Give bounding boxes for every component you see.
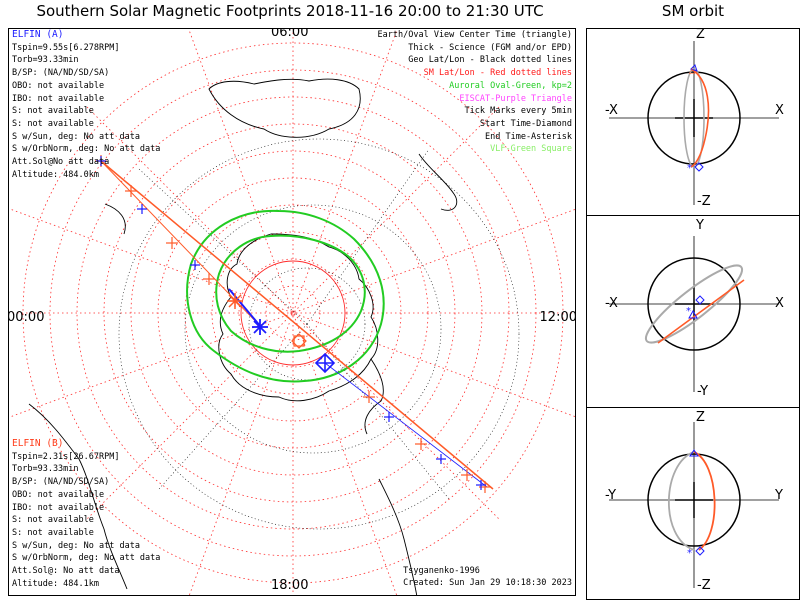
- info-line: B/SP: (NA/ND/SD/SA): [12, 477, 110, 488]
- info-line: S w/OrbNorm, deg: No att data: [12, 144, 161, 155]
- info-line: Altitude: 484.1km: [12, 578, 99, 589]
- axis-bottom-label: -Y: [697, 384, 709, 399]
- info-line: B/SP: (NA/ND/SD/SA): [12, 68, 110, 79]
- local-time-right: 12:00: [539, 310, 576, 325]
- elfin-a-header: ELFIN (A): [12, 29, 64, 40]
- orbit-panel-xz: * △ Z -Z -X X: [586, 27, 800, 216]
- track-tick-b: [203, 273, 215, 285]
- legend-line: SM Lat/Lon - Red dotted lines: [423, 68, 572, 79]
- axis-bottom-label: -Z: [697, 578, 711, 593]
- legend-line: Earth/Oval View Center Time (triangle): [377, 30, 572, 40]
- orbit-plot-yz: *: [609, 422, 779, 588]
- legend-line: Tick Marks every 5min: [464, 106, 572, 117]
- elfin-a-info: ELFIN (A) Tspin=9.55s[6.278RPM] Torb=93.…: [12, 29, 160, 181]
- sm-longitude-lines: [9, 29, 575, 595]
- info-line: Torb=93.33min: [12, 464, 79, 475]
- axis-right-label: Y: [775, 488, 783, 503]
- axis-top-label: Z: [696, 27, 705, 42]
- svg-text:*: *: [687, 163, 692, 174]
- orbit-title: SM orbit: [661, 2, 725, 20]
- track-tick-b: [461, 469, 473, 481]
- info-line: S: not available: [12, 106, 94, 117]
- info-line: Torb=93.33min: [12, 55, 79, 66]
- axis-top-label: Z: [696, 410, 705, 425]
- local-time-left: 00:00: [8, 310, 45, 325]
- info-line: S w/Sun, deg: No att data: [12, 540, 140, 551]
- elfin-b-header: ELFIN (B): [12, 438, 64, 449]
- elfin-b-info: ELFIN (B) Tspin=2.31s[26.67RPM] Torb=93.…: [12, 438, 160, 590]
- info-line: S: not available: [12, 527, 94, 538]
- axis-right-label: X: [775, 103, 784, 118]
- axis-top-label: Y: [696, 218, 704, 233]
- axis-left-label: -X: [605, 103, 618, 118]
- orbit-plot-xz: * △: [609, 41, 779, 205]
- view-center-diamond-a: [314, 352, 336, 374]
- polar-map-plot: [9, 29, 575, 595]
- info-line: OBO: not available: [12, 489, 105, 500]
- legend-line: EISCAT-Purple Triangle: [459, 93, 572, 104]
- geo-grid: [118, 138, 520, 530]
- auroral-oval: [186, 209, 385, 383]
- svg-text:*: *: [686, 306, 691, 317]
- track-tick-a: [476, 480, 486, 490]
- info-line: IBO: not available: [12, 93, 105, 104]
- info-line: Att.Sol@No att data: [12, 157, 110, 168]
- track-tick-b: [166, 237, 178, 249]
- created-label: Created: Sun Jan 29 10:18:30 2023: [403, 578, 572, 588]
- track-tick-a: [96, 156, 106, 166]
- sm-pole-circle: [240, 260, 346, 366]
- info-line: S w/OrbNorm, deg: No att data: [12, 553, 161, 564]
- axis-right-label: X: [775, 296, 784, 311]
- local-time-top: 06:00: [271, 28, 309, 40]
- legend-line: End Time-Asterisk: [485, 131, 572, 142]
- track-tick-a: [436, 454, 446, 464]
- info-line: S w/Sun, deg: No att data: [12, 131, 140, 142]
- axis-left-label: -X: [605, 296, 618, 311]
- track-tick-b: [415, 438, 427, 450]
- info-line: Tspin=2.31s[26.67RPM]: [12, 451, 120, 462]
- legend-line: Thick - Science (FGM and/or EPD): [408, 42, 572, 53]
- track-tick-b: [363, 391, 375, 403]
- track-tick-b: [125, 185, 137, 197]
- info-line: Altitude: 484.0km: [12, 169, 99, 180]
- axis-bottom-label: -Z: [697, 194, 711, 209]
- info-line: OBO: not available: [12, 80, 105, 91]
- track-tick-a: [384, 412, 394, 422]
- info-line: S: not available: [12, 515, 94, 526]
- orbit-panel-yz: * Z -Z -Y Y: [586, 407, 800, 600]
- local-time-bottom: 18:00: [271, 578, 309, 593]
- info-line: Tspin=9.55s[6.278RPM]: [12, 42, 120, 53]
- svg-text:*: *: [687, 548, 692, 559]
- end-asterisk-a: [252, 319, 268, 335]
- footprint-map: 06:00 00:00 12:00 18:00 ELFIN (A) Tspin=…: [8, 28, 576, 596]
- page-title: Southern Solar Magnetic Footprints 2018-…: [36, 2, 544, 20]
- info-line: Att.Sol@: No att data: [12, 566, 120, 577]
- orbit-plot-xy: *: [609, 236, 779, 392]
- track-tick-a: [190, 260, 200, 270]
- track-tick-a: [137, 204, 147, 214]
- svg-text:△: △: [689, 66, 696, 75]
- legend-line: Geo Lat/Lon - Black dotted lines: [408, 55, 572, 66]
- view-center-diamond-b: [291, 333, 307, 349]
- end-asterisk-b: [227, 293, 243, 309]
- credit-block: Tsyganenko-1996 Created: Sun Jan 29 10:1…: [403, 565, 572, 589]
- legend: Earth/Oval View Center Time (triangle) T…: [378, 29, 572, 156]
- info-line: IBO: not available: [12, 502, 105, 513]
- elfin-b-track: [100, 160, 494, 490]
- legend-line: Auroral Oval-Green, kp=2: [449, 80, 572, 91]
- legend-line: Start Time-Diamond: [479, 118, 572, 129]
- orbit-panel-xy: * Y -Y -X X: [586, 215, 800, 408]
- model-label: Tsyganenko-1996: [403, 566, 480, 576]
- info-line: S: not available: [12, 118, 94, 129]
- axis-left-label: -Y: [605, 488, 617, 503]
- legend-line: VLF-Green Square: [490, 144, 572, 155]
